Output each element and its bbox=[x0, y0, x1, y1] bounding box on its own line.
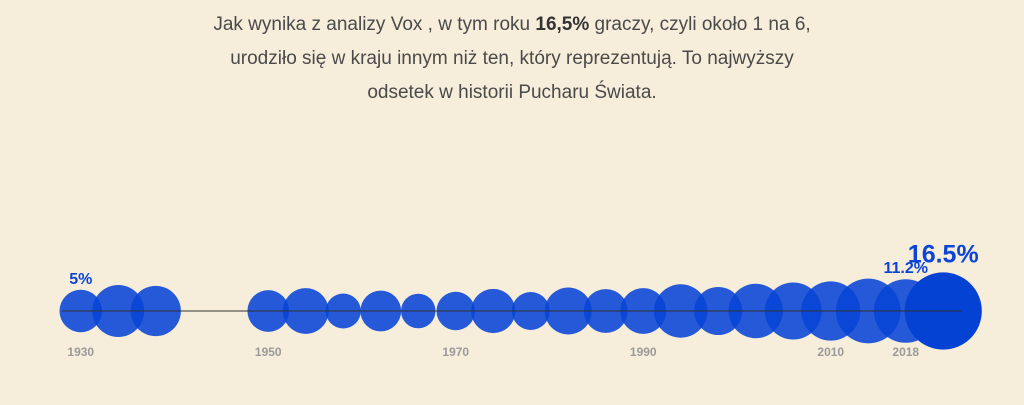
caption-highlight: 16,5% bbox=[535, 14, 590, 35]
value-label-2022: 16.5% bbox=[908, 240, 979, 268]
tick-label-2010: 2010 bbox=[817, 345, 844, 359]
tick-label-2018: 2018 bbox=[892, 345, 919, 359]
tick-label-1950: 1950 bbox=[255, 345, 282, 359]
ticks-group: 1930 1950 1970 1990 2010 2018 bbox=[67, 345, 919, 359]
labels-group: 5% 11.2%16.5% bbox=[69, 240, 979, 287]
caption-text: Jak wynika z analizy Vox , w tym roku 16… bbox=[212, 8, 812, 110]
tick-label-1970: 1970 bbox=[442, 345, 469, 359]
tick-label-1930: 1930 bbox=[67, 345, 94, 359]
tick-label-1990: 1990 bbox=[630, 345, 657, 359]
bubbles-group bbox=[59, 272, 982, 350]
caption-part-1: Jak wynika z analizy Vox , w tym roku bbox=[213, 14, 536, 35]
caption-part-2: graczy, czyli około 1 na 6, urodziło się… bbox=[230, 14, 811, 103]
value-label-1930: 5% bbox=[69, 271, 92, 288]
value-label-2018: 11.2% bbox=[884, 260, 928, 277]
